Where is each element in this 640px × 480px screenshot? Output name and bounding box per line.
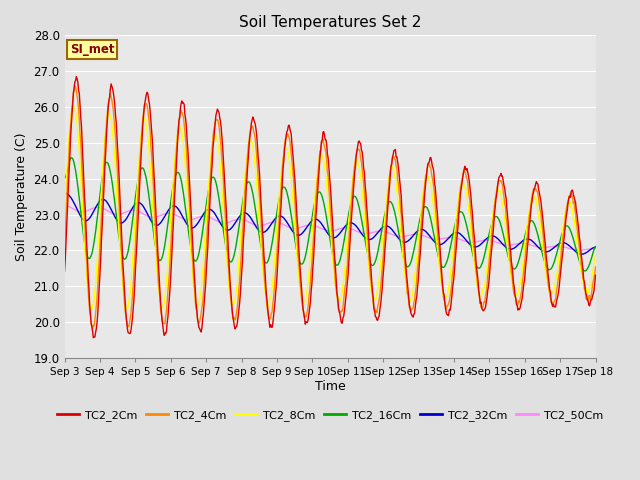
X-axis label: Time: Time: [315, 380, 346, 393]
Y-axis label: Soil Temperature (C): Soil Temperature (C): [15, 132, 28, 261]
Text: SI_met: SI_met: [70, 43, 115, 57]
Title: Soil Temperatures Set 2: Soil Temperatures Set 2: [239, 15, 421, 30]
Legend: TC2_2Cm, TC2_4Cm, TC2_8Cm, TC2_16Cm, TC2_32Cm, TC2_50Cm: TC2_2Cm, TC2_4Cm, TC2_8Cm, TC2_16Cm, TC2…: [52, 406, 607, 425]
